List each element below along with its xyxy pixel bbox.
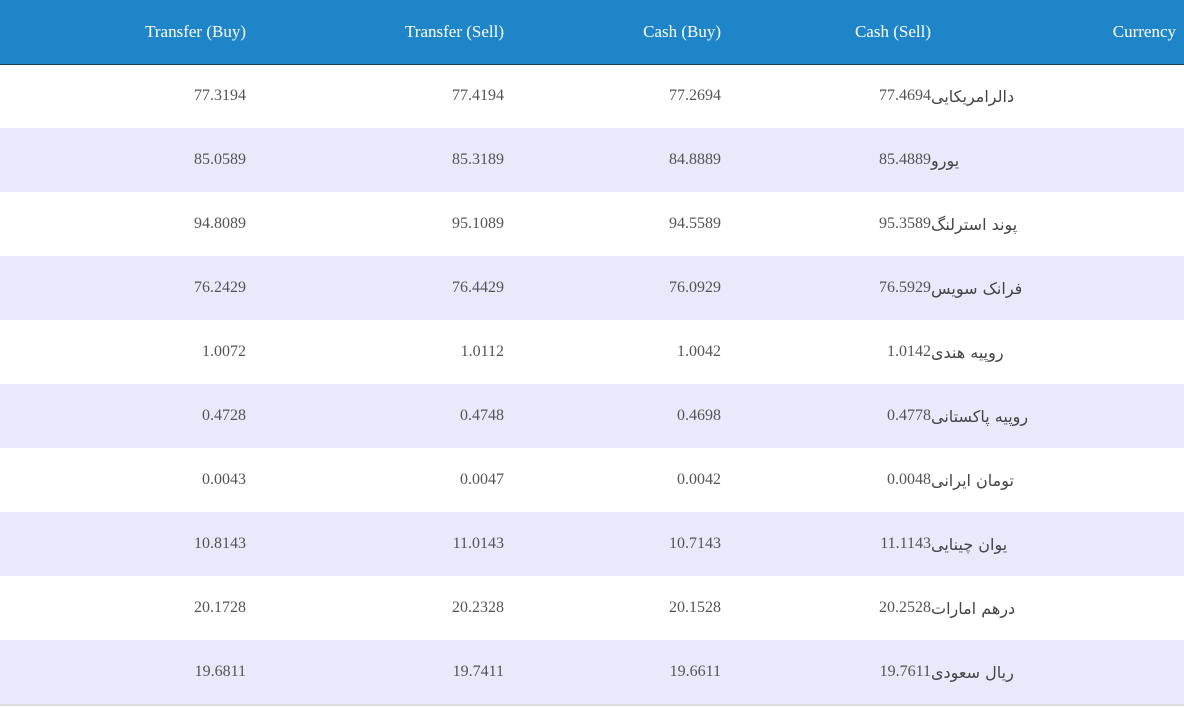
table-bottom-divider [0, 704, 1184, 706]
cell-transfer-sell: 20.2328 [452, 599, 504, 616]
cell-cash-buy: 77.2694 [669, 87, 721, 105]
table-row: 77.3194 77.4194 77.2694 77.4694 دالرامری… [0, 64, 1184, 128]
cell-transfer-buy: 77.3194 [194, 87, 246, 105]
table-row: 0.4728 0.4748 0.4698 0.4778 روپیه پاکستا… [0, 384, 1184, 448]
cell-currency: پوند استرلنگ [931, 214, 1018, 234]
header-cash-sell: Cash (Sell) [721, 0, 931, 65]
cell-cash-sell: 20.2528 [879, 599, 931, 616]
cell-cash-buy: 0.0042 [677, 471, 721, 488]
table-row: 10.8143 11.0143 10.7143 11.1143 یوان چین… [0, 512, 1184, 576]
cell-transfer-sell: 95.1089 [452, 215, 504, 232]
cell-cash-sell: 76.5929 [879, 279, 931, 296]
table-row: 19.6811 19.7411 19.6611 19.7611 ریال سعو… [0, 640, 1184, 704]
table-row: 20.1728 20.2328 20.1528 20.2528 درهم اما… [0, 576, 1184, 640]
cell-transfer-buy: 20.1728 [194, 599, 246, 616]
cell-cash-buy: 19.6611 [669, 663, 721, 680]
table-row: 85.0589 85.3189 84.8889 85.4889 یورو [0, 128, 1184, 192]
cell-transfer-buy: 1.0072 [202, 343, 246, 360]
table-header-row: Transfer (Buy) Transfer (Sell) Cash (Buy… [0, 0, 1184, 65]
cell-cash-sell: 95.3589 [879, 215, 931, 232]
table-body: 77.3194 77.4194 77.2694 77.4694 دالرامری… [0, 64, 1184, 704]
cell-currency: روپیه پاکستانی [931, 406, 1029, 426]
cell-transfer-sell: 1.0112 [460, 343, 504, 360]
cell-cash-sell: 19.7611 [879, 663, 931, 680]
cell-currency: یوان چینایی [931, 534, 1008, 554]
table-row: 76.2429 76.4429 76.0929 76.5929 فرانک سو… [0, 256, 1184, 320]
cell-transfer-buy: 0.4728 [202, 407, 246, 424]
cell-currency: روپیه هندی [931, 342, 1004, 362]
header-transfer-buy: Transfer (Buy) [0, 0, 246, 65]
table-row: 0.0043 0.0047 0.0042 0.0048 تومان ایرانی [0, 448, 1184, 512]
cell-cash-sell: 1.0142 [887, 343, 931, 360]
cell-cash-sell: 85.4889 [879, 151, 931, 168]
table-row: 1.0072 1.0112 1.0042 1.0142 روپیه هندی [0, 320, 1184, 384]
header-currency: Currency [931, 0, 1184, 65]
cell-currency: دالرامریکایی [931, 86, 1015, 106]
cell-transfer-sell: 0.4748 [460, 407, 504, 424]
cell-transfer-buy: 10.8143 [194, 535, 246, 552]
cell-transfer-buy: 0.0043 [202, 471, 246, 488]
cell-currency: درهم امارات [931, 598, 1016, 618]
header-transfer-sell: Transfer (Sell) [246, 0, 504, 65]
cell-cash-buy: 94.5589 [669, 215, 721, 232]
cell-cash-sell: 0.4778 [887, 407, 931, 424]
cell-transfer-buy: 76.2429 [194, 279, 246, 296]
cell-cash-sell: 0.0048 [887, 471, 931, 488]
cell-transfer-sell: 85.3189 [452, 151, 504, 168]
cell-cash-buy: 76.0929 [669, 279, 721, 296]
header-cash-buy: Cash (Buy) [504, 0, 721, 65]
cell-transfer-buy: 19.6811 [194, 663, 246, 680]
cell-cash-sell: 11.1143 [880, 535, 931, 552]
cell-cash-buy: 0.4698 [677, 407, 721, 424]
cell-transfer-buy: 85.0589 [194, 151, 246, 168]
cell-transfer-sell: 0.0047 [460, 471, 504, 488]
table-header: Transfer (Buy) Transfer (Sell) Cash (Buy… [0, 0, 1184, 65]
cell-currency: یورو [931, 150, 960, 170]
cell-transfer-sell: 19.7411 [452, 663, 504, 680]
cell-cash-sell: 77.4694 [879, 87, 931, 105]
cell-currency: فرانک سویس [931, 278, 1023, 298]
cell-transfer-sell: 76.4429 [452, 279, 504, 296]
cell-currency: ریال سعودی [931, 662, 1014, 682]
cell-transfer-sell: 11.0143 [452, 535, 504, 552]
cell-transfer-buy: 94.8089 [194, 215, 246, 232]
cell-cash-buy: 84.8889 [669, 151, 721, 168]
table-row: 94.8089 95.1089 94.5589 95.3589 پوند است… [0, 192, 1184, 256]
cell-cash-buy: 20.1528 [669, 599, 721, 616]
cell-currency: تومان ایرانی [931, 470, 1014, 490]
cell-cash-buy: 1.0042 [677, 343, 721, 360]
cell-cash-buy: 10.7143 [669, 535, 721, 552]
cell-transfer-sell: 77.4194 [452, 87, 504, 105]
